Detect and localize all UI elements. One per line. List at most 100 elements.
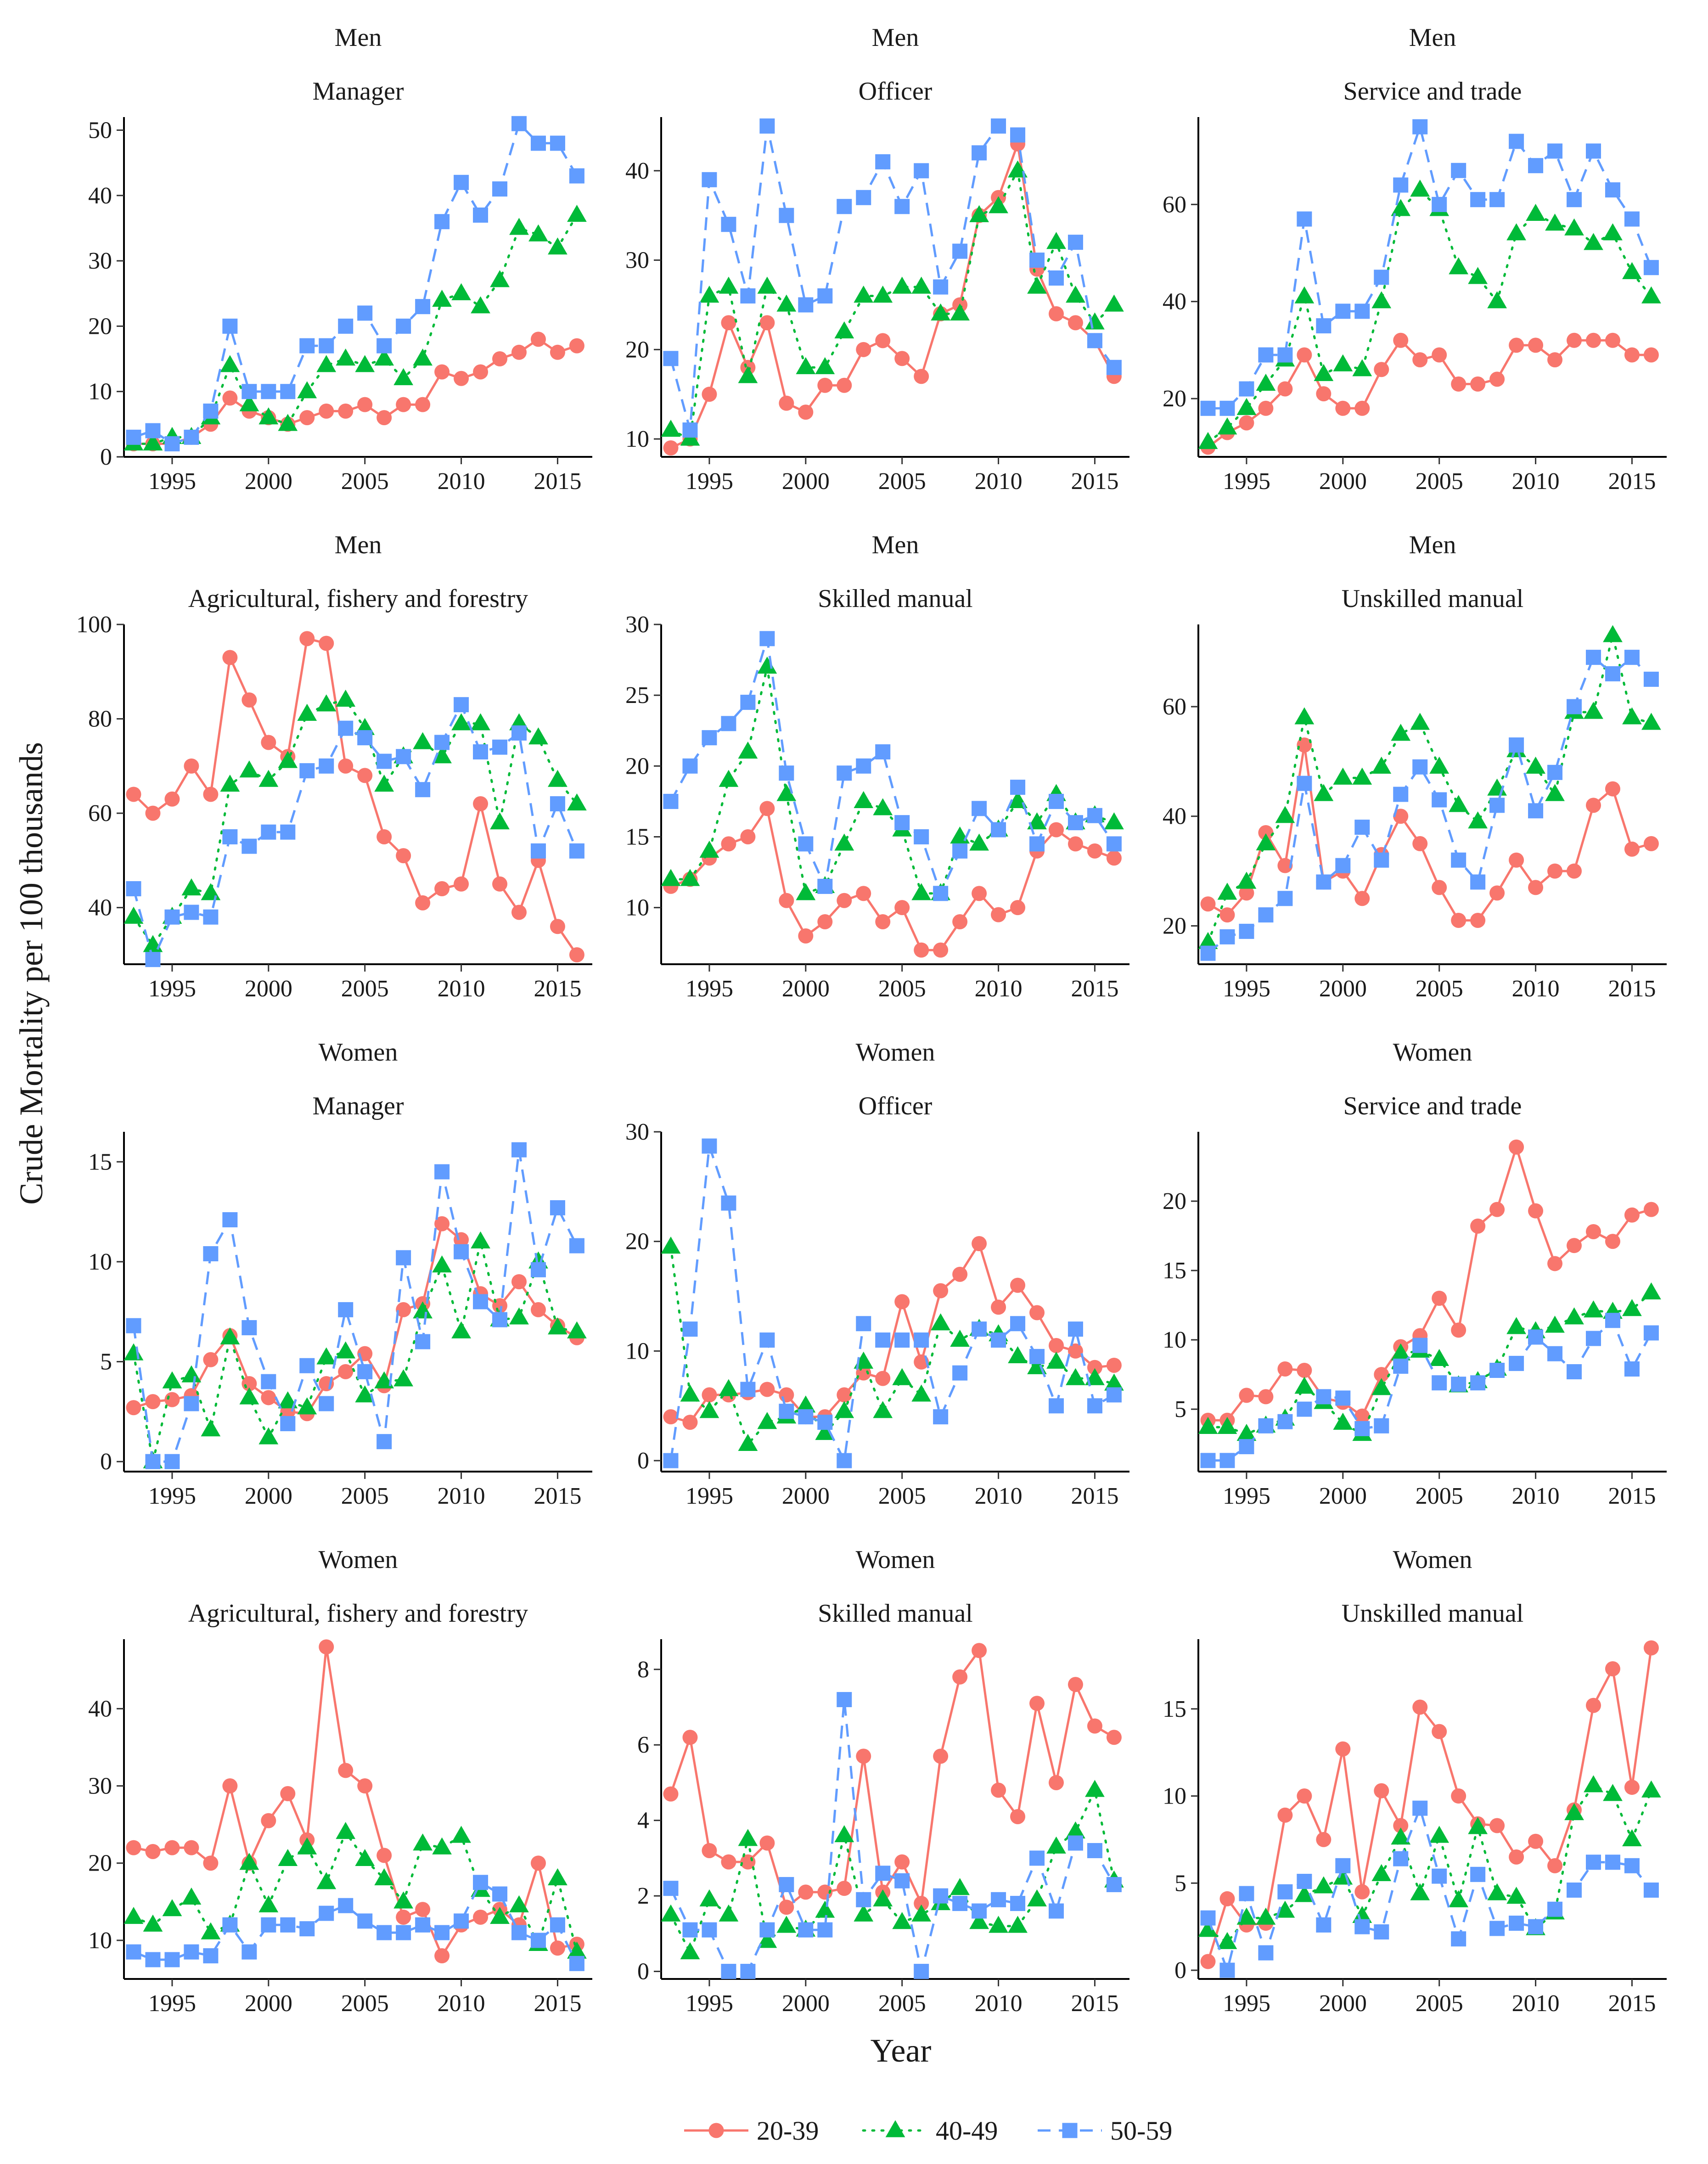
data-point	[952, 1365, 968, 1381]
data-point	[875, 1866, 891, 1881]
panel-women-skilled-manual: Women Skilled manual 0 2 4 6 8 1995 2000 2005 2010…	[637, 1546, 1129, 2017]
data-point	[1585, 332, 1601, 348]
data-point	[393, 1891, 414, 1909]
data-point	[1528, 880, 1544, 895]
data-point	[991, 1892, 1006, 1907]
data-point	[1641, 713, 1661, 730]
y-tick-label: 30	[88, 248, 112, 274]
data-point	[550, 1917, 565, 1933]
data-point	[1048, 1398, 1064, 1414]
series-40-49	[1198, 180, 1661, 449]
data-point	[355, 355, 375, 372]
data-point	[530, 332, 546, 347]
data-point	[511, 725, 527, 741]
data-point	[396, 397, 411, 412]
data-point	[1470, 192, 1486, 208]
data-point	[1432, 1868, 1447, 1884]
data-point	[357, 1364, 373, 1379]
data-point	[1354, 891, 1370, 906]
data-point	[374, 774, 394, 792]
data-point	[434, 364, 450, 380]
data-point	[222, 1212, 238, 1228]
data-point	[1624, 650, 1640, 665]
data-point	[796, 883, 816, 900]
data-point	[680, 1384, 700, 1402]
data-point	[1371, 1864, 1392, 1881]
data-point	[991, 1332, 1006, 1348]
data-point	[1352, 359, 1372, 377]
x-tick-label: 2010	[975, 1990, 1023, 2017]
data-point	[357, 397, 373, 412]
data-point	[682, 1730, 698, 1745]
data-point	[511, 905, 527, 920]
series-50-59	[663, 118, 1122, 438]
data-point	[1316, 386, 1332, 402]
data-point	[126, 429, 141, 445]
data-point	[434, 735, 450, 750]
data-point	[856, 342, 871, 357]
data-point	[1567, 1882, 1582, 1898]
data-point	[374, 348, 394, 366]
data-point	[184, 905, 199, 920]
data-point	[201, 1419, 221, 1437]
data-point	[548, 770, 567, 787]
data-point	[396, 1925, 411, 1940]
data-point	[316, 1347, 337, 1365]
data-point	[184, 1944, 199, 1960]
series-line	[669, 169, 1115, 440]
data-point	[280, 824, 296, 840]
x-tick-label: 2015	[1071, 1483, 1118, 1509]
data-point	[511, 1274, 527, 1289]
data-point	[126, 1318, 141, 1333]
data-point	[663, 1786, 679, 1802]
data-point	[914, 369, 929, 384]
data-point	[779, 1404, 794, 1419]
data-point	[1449, 1890, 1469, 1907]
data-point	[991, 118, 1006, 134]
data-point	[319, 635, 334, 651]
data-point	[1393, 1851, 1409, 1866]
data-point	[1048, 1775, 1064, 1790]
data-point	[1087, 1398, 1102, 1414]
data-point	[261, 1813, 276, 1828]
y-tick-label: 25	[625, 682, 649, 708]
data-point	[854, 1904, 874, 1922]
data-point	[1335, 400, 1351, 416]
data-point	[1066, 1821, 1085, 1838]
data-point	[530, 135, 546, 151]
legend-label: 50-59	[1110, 2116, 1172, 2146]
data-point	[894, 1294, 910, 1310]
data-point	[1526, 756, 1545, 774]
data-point	[569, 843, 584, 859]
data-point	[798, 297, 814, 313]
data-point	[1333, 1412, 1353, 1430]
data-point	[933, 1888, 949, 1904]
data-point	[1509, 852, 1524, 868]
y-tick-label: 10	[1163, 1783, 1186, 1810]
data-point	[1010, 1316, 1026, 1332]
data-point	[376, 338, 392, 354]
data-point	[1585, 1855, 1601, 1870]
data-point	[338, 1302, 354, 1317]
x-tick-label: 1995	[148, 1483, 196, 1509]
data-point	[1029, 1850, 1045, 1866]
data-point	[738, 742, 758, 759]
data-point	[222, 1917, 238, 1933]
data-point	[1239, 1388, 1254, 1403]
data-point	[969, 833, 989, 851]
data-point	[1258, 1418, 1274, 1433]
data-point	[1489, 1363, 1505, 1378]
x-tick-label: 2000	[245, 976, 292, 1002]
y-tick-label: 60	[1163, 191, 1186, 218]
data-point	[1217, 417, 1237, 435]
data-point	[454, 1244, 469, 1259]
x-tick-label: 2005	[878, 1483, 926, 1509]
y-tick-label: 10	[1163, 1327, 1186, 1353]
data-point	[203, 1948, 219, 1964]
data-point	[740, 288, 756, 304]
data-point	[1354, 1408, 1370, 1424]
data-point	[261, 1374, 276, 1389]
data-point	[357, 730, 373, 746]
data-point	[473, 1875, 489, 1890]
data-point	[1068, 1677, 1083, 1692]
